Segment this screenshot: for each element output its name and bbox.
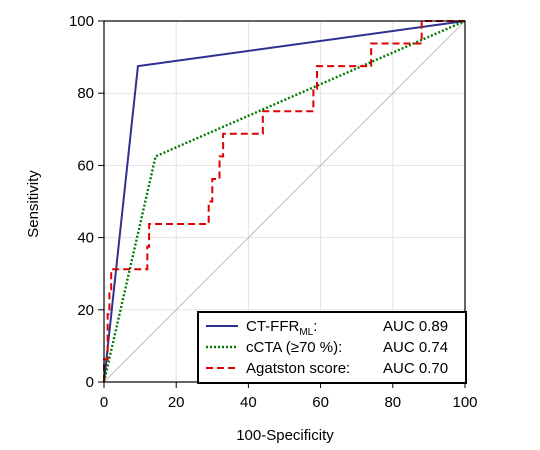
y-tick-label: 60 [77, 157, 94, 174]
y-axis-label: Sensitivity [25, 170, 42, 238]
legend: CT-FFRML: AUC 0.89 cCTA (≥70 %): AUC 0.7… [197, 311, 467, 384]
y-tick-label: 80 [77, 85, 94, 102]
legend-auc-ct-ffr: AUC 0.89 [383, 318, 448, 335]
series-lines [102, 19, 466, 383]
legend-box [197, 311, 467, 384]
y-tick-label: 0 [86, 374, 94, 391]
legend-label-ct-ffr-sub: ML [299, 327, 313, 338]
y-tick-label: 40 [77, 230, 94, 247]
x-tick-label: 80 [384, 394, 401, 411]
legend-label-ct-ffr-suffix: : [313, 318, 317, 335]
x-tick-label: 20 [168, 394, 185, 411]
series-line-agatston [103, 20, 465, 382]
legend-label-ct-ffr-main: CT-FFR [246, 318, 299, 335]
axis-ticks: 0 20 40 60 80 100 0 20 40 60 80 100 [69, 13, 478, 411]
legend-label-ccta: cCTA (≥70 %): [246, 339, 342, 356]
x-axis-label: 100-Specificity [236, 427, 334, 444]
x-tick-label: 100 [452, 394, 477, 411]
x-tick-label: 0 [100, 394, 108, 411]
reference-diagonal [103, 20, 466, 383]
y-tick-label: 100 [69, 13, 94, 30]
legend-label-ct-ffr: CT-FFRML: [246, 318, 317, 338]
legend-auc-agatston: AUC 0.70 [383, 360, 448, 377]
x-tick-label: 60 [312, 394, 329, 411]
x-tick-label: 40 [240, 394, 257, 411]
y-tick-label: 20 [77, 302, 94, 319]
series-line-ct-ffr [103, 20, 466, 383]
legend-label-agatston: Agatston score: [246, 360, 350, 377]
legend-auc-ccta: AUC 0.74 [383, 339, 448, 356]
